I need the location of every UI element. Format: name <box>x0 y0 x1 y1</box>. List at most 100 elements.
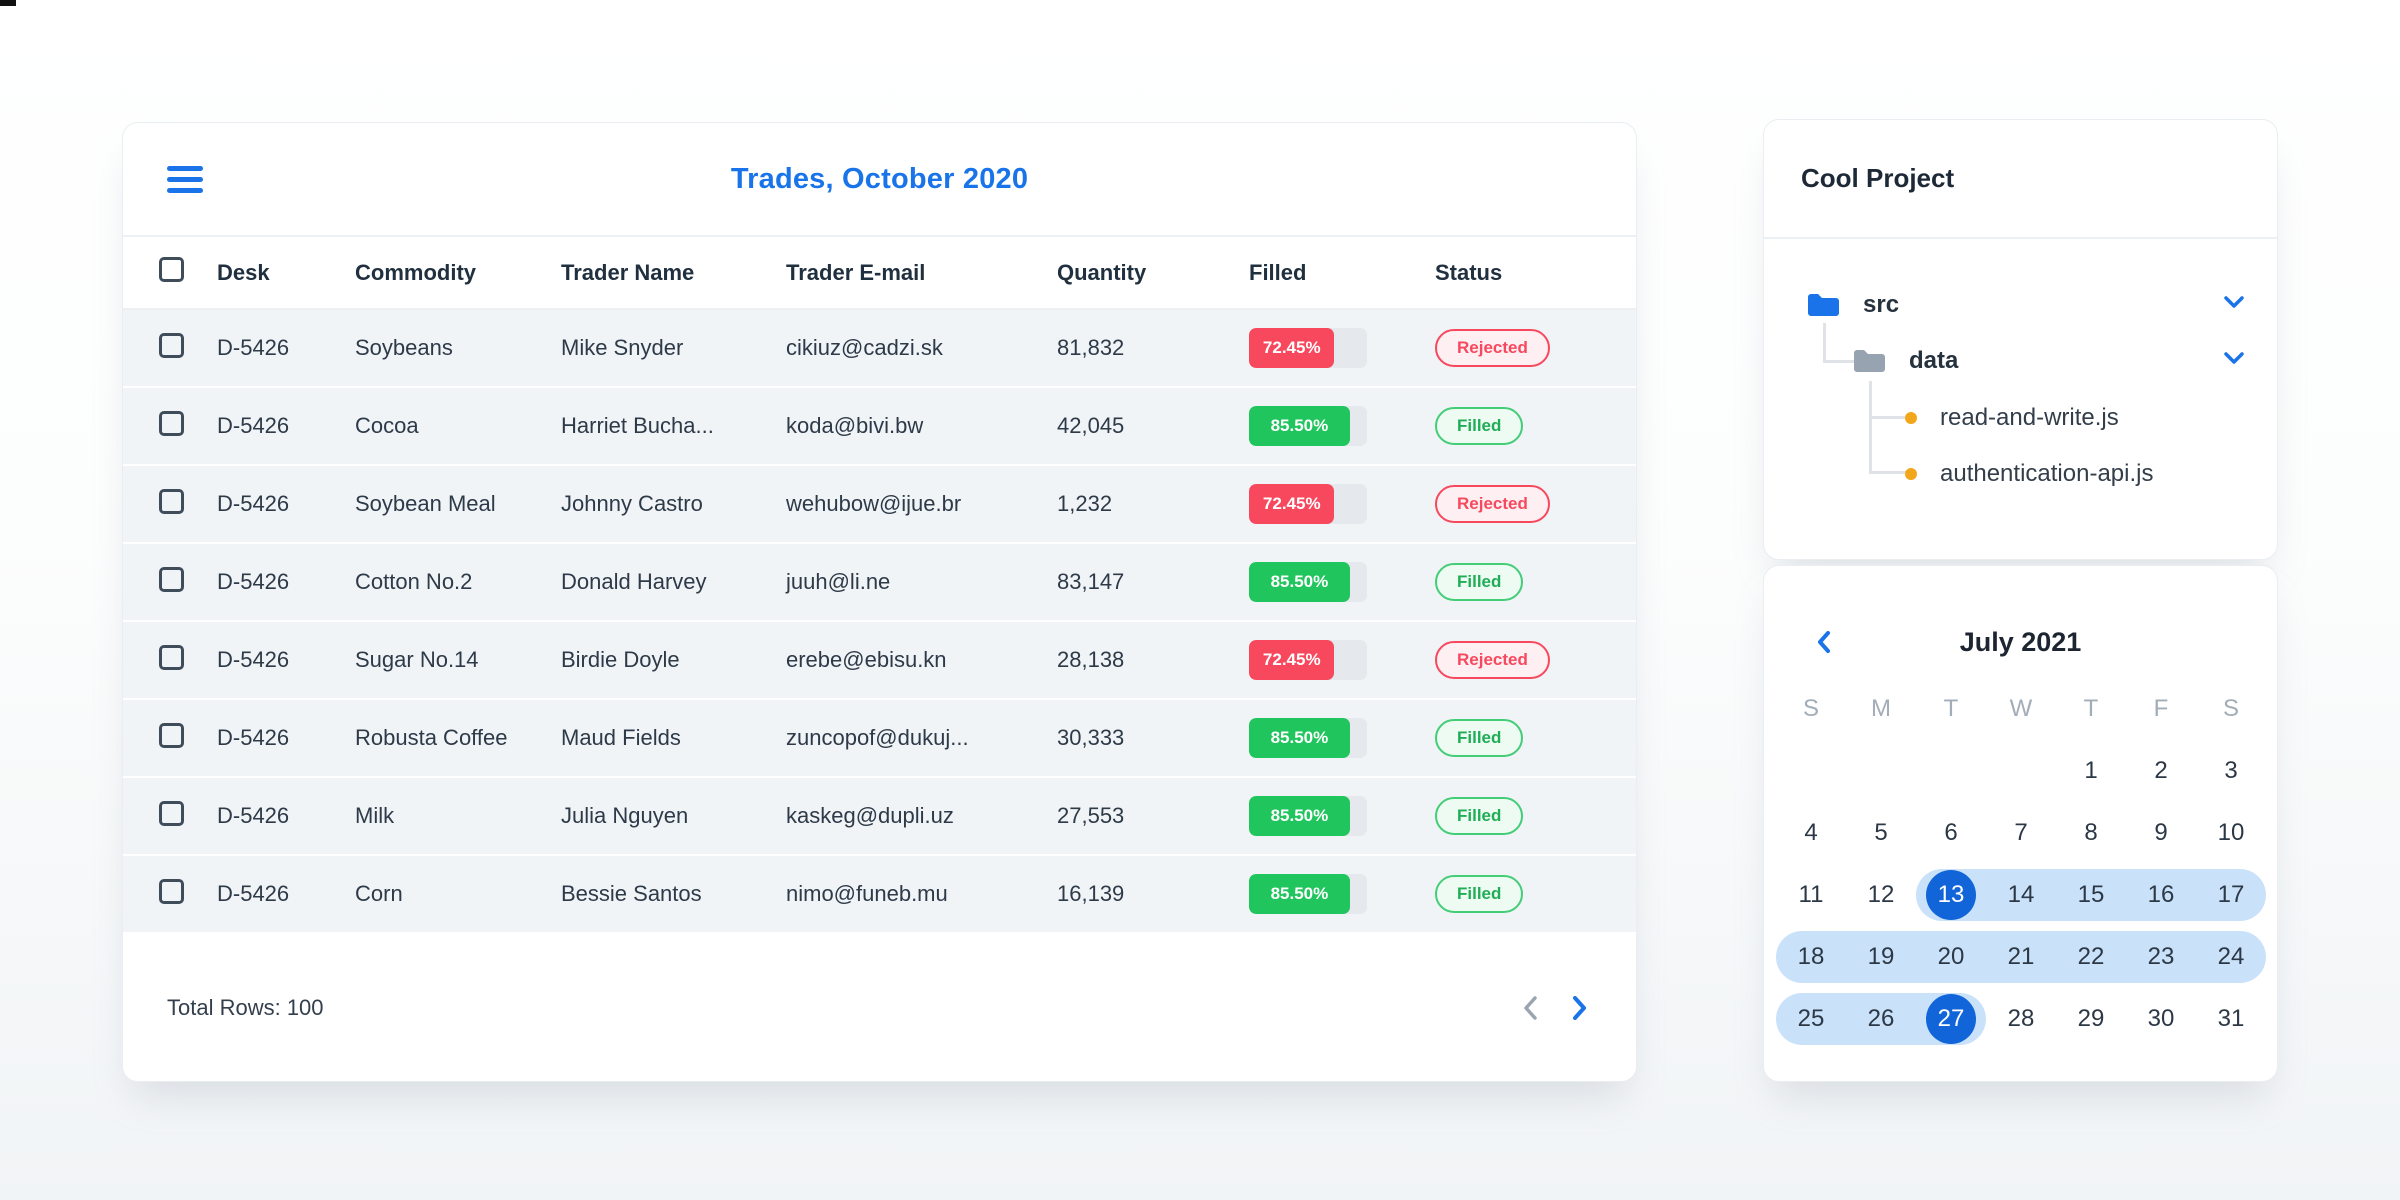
tree-item-src[interactable]: src <box>1807 283 1899 327</box>
calendar-day-18[interactable]: 18 <box>1776 926 1846 988</box>
calendar-day-24[interactable]: 24 <box>2196 926 2266 988</box>
day-number: 24 <box>2217 943 2245 970</box>
calendar-day-26[interactable]: 26 <box>1846 988 1916 1050</box>
calendar-day-2[interactable]: 2 <box>2126 740 2196 802</box>
calendar-prev-chevron-left-icon[interactable] <box>1816 630 1831 654</box>
row-checkbox[interactable] <box>159 800 184 826</box>
day-number: 4 <box>1804 819 1818 846</box>
quantity-cell: 28,138 <box>1057 647 1125 672</box>
table-row: D-5426 Milk Julia Nguyen kaskeg@dupli.uz 27,… <box>123 778 1636 856</box>
row-checkbox[interactable] <box>159 644 184 670</box>
tree-connector <box>1823 323 1826 363</box>
column-header-commodity: Commodity <box>355 259 476 285</box>
day-number: 18 <box>1797 943 1825 970</box>
row-checkbox-cell <box>123 878 217 910</box>
calendar-day-5[interactable]: 5 <box>1846 802 1916 864</box>
calendar-day-27[interactable]: 27 <box>1916 988 1986 1050</box>
calendar-day-6[interactable]: 6 <box>1916 802 1986 864</box>
status-cell: Filled <box>1435 797 1636 835</box>
src-chevron-down-icon[interactable] <box>2223 295 2245 309</box>
data-chevron-down-icon[interactable] <box>2223 351 2245 365</box>
select-all-checkbox[interactable] <box>159 257 184 282</box>
column-header-status: Status <box>1435 259 1503 285</box>
calendar-day-29[interactable]: 29 <box>2056 988 2126 1050</box>
trader-email-cell: cikiuz@cadzi.sk <box>786 335 943 360</box>
progress-fill: 72.45% <box>1249 640 1335 680</box>
calendar-day-11[interactable]: 11 <box>1776 864 1846 926</box>
calendar-day-17[interactable]: 17 <box>2196 864 2266 926</box>
day-number: 30 <box>2147 1005 2175 1032</box>
calendar-day-13[interactable]: 13 <box>1916 864 1986 926</box>
prev-page-chevron-left-icon[interactable] <box>1522 995 1538 1021</box>
desk-cell: D-5426 <box>217 569 290 594</box>
day-number: 9 <box>2154 819 2168 846</box>
day-number: 14 <box>2007 881 2035 908</box>
day-number: 23 <box>2147 943 2175 970</box>
orange-dot-icon <box>1905 412 1917 424</box>
progress-fill: 85.50% <box>1249 796 1350 836</box>
calendar-day-14[interactable]: 14 <box>1986 864 2056 926</box>
progress-fill: 72.45% <box>1249 328 1335 368</box>
row-checkbox-cell <box>123 566 217 598</box>
commodity-cell: Soybeans <box>355 335 453 360</box>
calendar-day-23[interactable]: 23 <box>2126 926 2196 988</box>
calendar-day-19[interactable]: 19 <box>1846 926 1916 988</box>
calendar-day-3[interactable]: 3 <box>2196 740 2266 802</box>
day-number: 21 <box>2007 943 2035 970</box>
calendar-day-25[interactable]: 25 <box>1776 988 1846 1050</box>
tree-item-data[interactable]: data <box>1853 339 1958 383</box>
calendar-day-16[interactable]: 16 <box>2126 864 2196 926</box>
desk-cell: D-5426 <box>217 335 290 360</box>
row-checkbox[interactable] <box>159 488 184 514</box>
calendar-day-22[interactable]: 22 <box>2056 926 2126 988</box>
progress-label: 85.50% <box>1270 728 1329 747</box>
status-cell: Filled <box>1435 563 1636 601</box>
calendar-day-28[interactable]: 28 <box>1986 988 2056 1050</box>
calendar-day-15[interactable]: 15 <box>2056 864 2126 926</box>
row-checkbox[interactable] <box>159 566 184 592</box>
weekday-label: T <box>1943 695 1959 722</box>
status-badge: Filled <box>1435 875 1524 913</box>
tree-item-read-and-write[interactable]: read-and-write.js <box>1905 396 2119 440</box>
row-checkbox[interactable] <box>159 878 184 904</box>
row-checkbox-cell <box>123 410 217 442</box>
tree-item-label: authentication-api.js <box>1940 460 2154 487</box>
trader-name-cell: Harriet Bucha... <box>561 413 714 438</box>
trader-email-cell: wehubow@ijue.br <box>786 491 962 516</box>
day-number: 8 <box>2084 819 2098 846</box>
calendar-day-8[interactable]: 8 <box>2056 802 2126 864</box>
column-header-trader: Trader Name <box>561 259 695 285</box>
table-row: D-5426 Soybeans Mike Snyder cikiuz@cadzi.sk… <box>123 310 1636 388</box>
calendar-day-1[interactable]: 1 <box>2056 740 2126 802</box>
calendar-day-9[interactable]: 9 <box>2126 802 2196 864</box>
calendar-day-7[interactable]: 7 <box>1986 802 2056 864</box>
next-page-chevron-right-icon[interactable] <box>1572 995 1588 1021</box>
day-number: 2 <box>2154 757 2168 784</box>
column-header-email: Trader E-mail <box>786 259 926 285</box>
calendar-day-12[interactable]: 12 <box>1846 864 1916 926</box>
row-checkbox[interactable] <box>159 332 184 358</box>
day-number: 10 <box>2217 819 2245 846</box>
menu-icon[interactable] <box>167 165 203 193</box>
status-badge: Rejected <box>1435 485 1550 523</box>
trader-email-cell: juuh@li.ne <box>786 569 891 594</box>
progress-bar: 85.50% <box>1249 718 1367 758</box>
calendar-day-4[interactable]: 4 <box>1776 802 1846 864</box>
row-checkbox[interactable] <box>159 410 184 436</box>
quantity-cell: 83,147 <box>1057 569 1125 594</box>
calendar-day-20[interactable]: 20 <box>1916 926 1986 988</box>
column-header-quantity: Quantity <box>1057 259 1147 285</box>
calendar-day-31[interactable]: 31 <box>2196 988 2266 1050</box>
calendar-day-21[interactable]: 21 <box>1986 926 2056 988</box>
day-number: 5 <box>1874 819 1888 846</box>
calendar-day-10[interactable]: 10 <box>2196 802 2266 864</box>
row-checkbox-cell <box>123 488 217 520</box>
tree-connector <box>1869 381 1872 474</box>
tree-item-authentication-api[interactable]: authentication-api.js <box>1905 452 2153 496</box>
calendar-day-30[interactable]: 30 <box>2126 988 2196 1050</box>
calendar-week-row: 25 26 27 28 29 30 31 <box>1776 988 2277 1050</box>
day-number: 29 <box>2077 1005 2105 1032</box>
trader-email-cell: kaskeg@dupli.uz <box>786 803 954 828</box>
row-checkbox[interactable] <box>159 722 184 748</box>
